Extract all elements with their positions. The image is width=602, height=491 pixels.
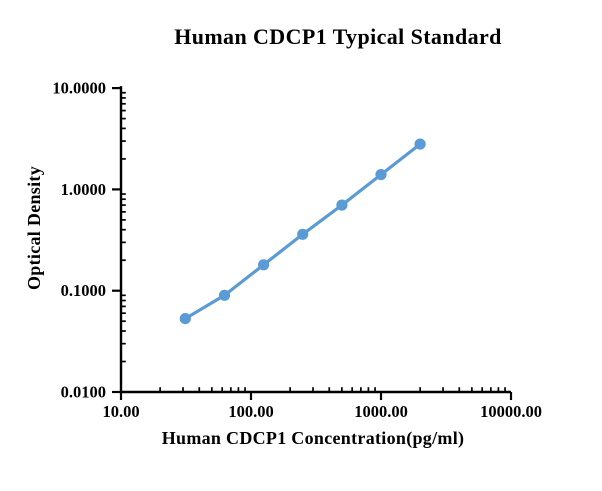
x-axis-title: Human CDCP1 Concentration(pg/ml) xyxy=(162,428,465,449)
y-tick-label: 0.0100 xyxy=(61,383,106,402)
y-tick-label: 0.1000 xyxy=(61,281,106,300)
axes-group: 10.00 100.00 1000.00 10000.00 0.0100 0.1000 1.… xyxy=(52,79,542,421)
data-point-marker xyxy=(218,289,231,301)
data-point-marker xyxy=(375,169,387,181)
data-point-marker xyxy=(297,228,309,240)
x-tick-label: 1000.00 xyxy=(354,402,408,421)
data-point-marker xyxy=(336,199,348,211)
y-tick-label: 10.0000 xyxy=(52,79,106,98)
data-point-marker xyxy=(414,138,426,150)
x-tick-label: 10.00 xyxy=(102,402,139,421)
data-point-marker xyxy=(179,313,191,325)
y-axis-title: Optical Density xyxy=(24,166,44,290)
x-tick-label: 100.00 xyxy=(228,402,273,421)
series-group xyxy=(179,138,426,325)
x-tick-label: 10000.00 xyxy=(480,402,542,421)
y-tick-label: 1.0000 xyxy=(61,180,106,199)
data-point-marker xyxy=(258,259,270,271)
chart-title: Human CDCP1 Typical Standard xyxy=(174,24,502,49)
